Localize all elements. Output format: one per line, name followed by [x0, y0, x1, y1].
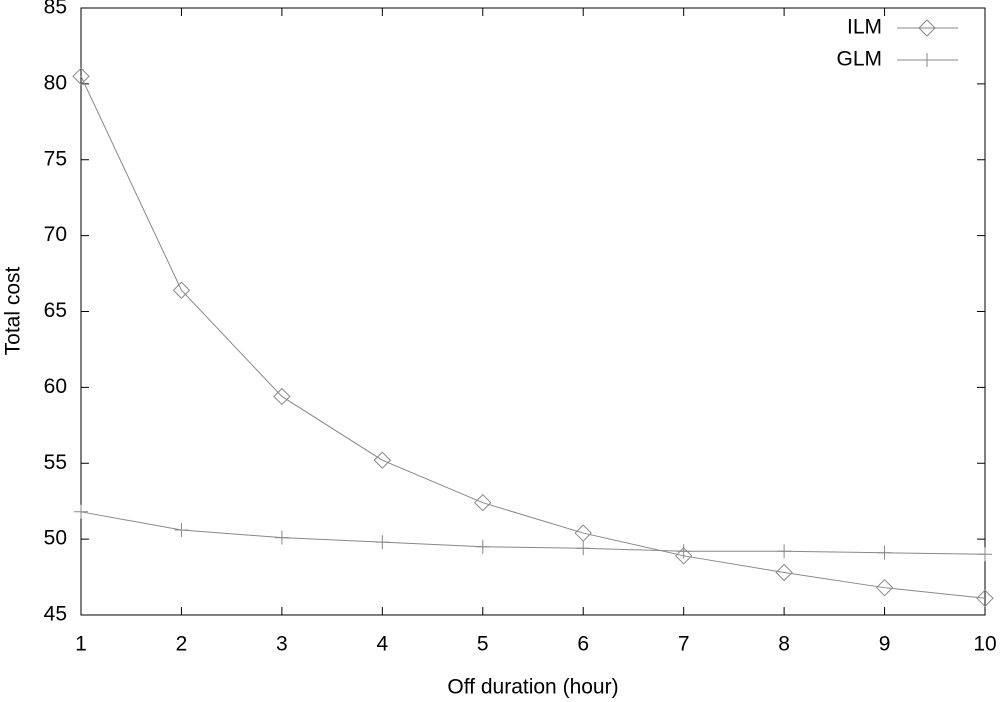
series-line [80, 76, 986, 599]
marker [875, 578, 894, 597]
x-tick-label: 5 [477, 633, 489, 656]
marker [674, 547, 693, 565]
marker [978, 547, 992, 562]
x-tick-label: 8 [778, 633, 790, 656]
marker [976, 589, 994, 608]
marker [576, 541, 591, 556]
marker [274, 530, 289, 545]
y-tick-label: 75 [44, 147, 67, 170]
marker [775, 563, 793, 582]
marker [676, 544, 691, 559]
marker [574, 524, 592, 542]
y-tick-label: 80 [44, 71, 67, 94]
y-tick-label: 55 [44, 451, 67, 474]
legend-label: ILM [847, 16, 882, 39]
marker [877, 545, 892, 560]
y-tick-label: 65 [44, 299, 67, 322]
x-tick-label: 4 [376, 633, 388, 656]
marker [474, 493, 492, 512]
x-tick-label: 10 [973, 633, 996, 656]
marker [72, 67, 90, 85]
series-line [80, 511, 986, 555]
plot-frame [80, 7, 986, 616]
x-tick-label: 6 [577, 633, 589, 656]
marker [172, 281, 191, 299]
x-tick-label: 1 [75, 633, 87, 656]
x-tick-label: 9 [879, 633, 891, 656]
y-tick-label: 45 [44, 603, 67, 626]
x-tick-label: 3 [276, 633, 288, 656]
marker [777, 544, 792, 559]
legend-marker [918, 19, 936, 37]
marker [375, 535, 390, 550]
x-tick-label: 2 [176, 633, 188, 656]
marker [475, 539, 490, 554]
y-tick-label: 60 [44, 375, 67, 398]
marker [273, 387, 291, 406]
y-axis-label: Total cost [2, 266, 25, 355]
marker [373, 451, 392, 469]
legend-marker [920, 53, 934, 67]
marker [74, 504, 88, 519]
y-tick-label: 50 [44, 527, 67, 550]
y-tick-label: 70 [44, 223, 67, 246]
legend-label: GLM [836, 48, 882, 71]
y-tick-label: 85 [44, 0, 67, 19]
x-tick-label: 7 [678, 633, 690, 656]
x-axis-label: Off duration (hour) [447, 676, 618, 699]
marker [174, 523, 189, 538]
